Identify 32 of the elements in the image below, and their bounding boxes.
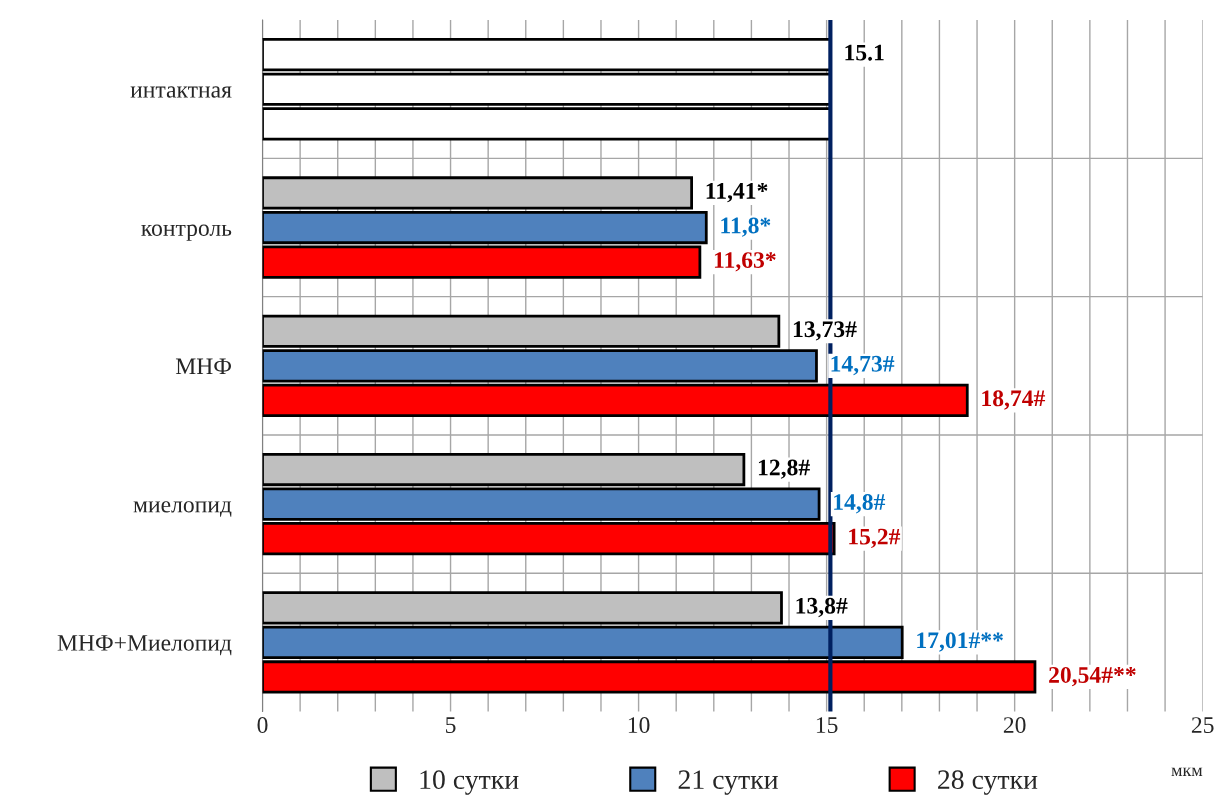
y-tick-label: миелопид bbox=[133, 501, 232, 517]
y-tick-label: интактная bbox=[130, 86, 232, 98]
y-tick-label: контроль bbox=[141, 224, 232, 241]
x-tick-label: 0 bbox=[257, 717, 268, 734]
x-tick-label: 5 bbox=[446, 717, 456, 734]
data-label: 18,74# bbox=[982, 390, 1046, 410]
y-tick-label: МНФ+Миелопид bbox=[57, 635, 232, 656]
data-label: 11,8* bbox=[721, 217, 771, 237]
data-label: 15,2# bbox=[849, 528, 901, 549]
data-label: 14,8# bbox=[834, 494, 886, 514]
x-tick-label: 20 bbox=[1003, 717, 1026, 734]
x-tick-label: 10 bbox=[628, 717, 650, 734]
x-tick-label: 15 bbox=[816, 717, 838, 734]
bar bbox=[262, 591, 783, 625]
legend-label: 21 сутки bbox=[678, 770, 778, 795]
data-label: 11,63* bbox=[714, 252, 776, 272]
legend-label: 10 сутки bbox=[420, 770, 519, 795]
y-tick-label: МНФ bbox=[175, 358, 232, 375]
data-label: 20,54#** bbox=[1049, 666, 1136, 687]
bar bbox=[262, 245, 702, 279]
bar bbox=[262, 452, 746, 487]
legend-label: 28 сутки bbox=[938, 770, 1038, 795]
data-label: 17,01#** bbox=[917, 632, 1003, 652]
x-tick-label: 25 bbox=[1191, 717, 1214, 734]
data-label: 11,41* bbox=[706, 183, 768, 203]
data-label: 13,8# bbox=[796, 597, 848, 618]
data-label: 14,73# bbox=[831, 355, 895, 376]
data-label: 13,73# bbox=[793, 321, 857, 341]
data-label: 15.1 bbox=[845, 44, 884, 61]
bar bbox=[262, 383, 969, 417]
x-axis-title: мкм bbox=[1171, 767, 1203, 776]
data-label: 12,8# bbox=[758, 459, 810, 479]
